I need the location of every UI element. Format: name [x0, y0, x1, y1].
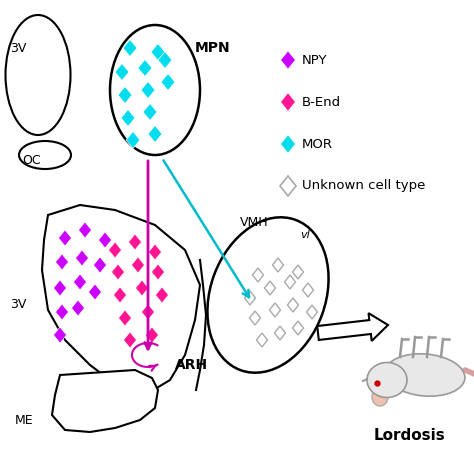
- Polygon shape: [115, 64, 129, 80]
- Polygon shape: [264, 281, 275, 295]
- Polygon shape: [55, 304, 69, 320]
- Text: Lordosis: Lordosis: [374, 428, 446, 442]
- Polygon shape: [54, 327, 66, 343]
- Text: 3V: 3V: [10, 41, 27, 55]
- Polygon shape: [273, 258, 283, 272]
- Polygon shape: [155, 287, 168, 303]
- Polygon shape: [249, 311, 261, 325]
- Polygon shape: [111, 264, 125, 280]
- Polygon shape: [274, 326, 285, 340]
- Polygon shape: [42, 205, 200, 392]
- Polygon shape: [307, 305, 318, 319]
- Polygon shape: [288, 298, 299, 312]
- Text: MPN: MPN: [195, 41, 231, 55]
- Polygon shape: [146, 327, 158, 343]
- Polygon shape: [113, 287, 127, 303]
- Polygon shape: [93, 257, 107, 273]
- Ellipse shape: [110, 25, 200, 155]
- Polygon shape: [75, 250, 89, 266]
- Ellipse shape: [367, 363, 407, 397]
- Text: Unknown cell type: Unknown cell type: [302, 179, 425, 193]
- Polygon shape: [292, 321, 303, 335]
- Polygon shape: [161, 74, 175, 91]
- Polygon shape: [256, 333, 267, 347]
- Polygon shape: [124, 332, 137, 348]
- Polygon shape: [280, 92, 296, 112]
- Ellipse shape: [372, 388, 388, 406]
- Polygon shape: [131, 257, 145, 273]
- Ellipse shape: [19, 141, 71, 169]
- Text: 3V: 3V: [10, 299, 27, 312]
- Polygon shape: [128, 234, 142, 250]
- Polygon shape: [52, 370, 158, 432]
- Polygon shape: [123, 40, 137, 56]
- Polygon shape: [141, 82, 155, 98]
- Polygon shape: [126, 132, 140, 148]
- Polygon shape: [136, 280, 148, 296]
- Polygon shape: [280, 176, 296, 196]
- Ellipse shape: [385, 354, 465, 396]
- Polygon shape: [55, 254, 69, 270]
- Polygon shape: [148, 244, 162, 260]
- Polygon shape: [99, 232, 111, 248]
- Text: ARH: ARH: [175, 358, 208, 372]
- Polygon shape: [118, 310, 131, 326]
- Polygon shape: [253, 268, 264, 282]
- Polygon shape: [89, 284, 101, 300]
- Ellipse shape: [6, 15, 71, 135]
- Polygon shape: [142, 304, 155, 320]
- Polygon shape: [109, 242, 121, 258]
- Polygon shape: [54, 280, 66, 296]
- Text: B-End: B-End: [302, 96, 341, 109]
- Polygon shape: [245, 291, 255, 305]
- Text: VMH: VMH: [240, 216, 269, 229]
- Ellipse shape: [208, 217, 328, 373]
- Polygon shape: [284, 275, 295, 289]
- Polygon shape: [138, 60, 152, 77]
- Polygon shape: [292, 265, 303, 279]
- Polygon shape: [148, 125, 162, 143]
- Polygon shape: [58, 230, 72, 246]
- Polygon shape: [270, 303, 281, 317]
- Polygon shape: [302, 283, 313, 297]
- Text: MOR: MOR: [302, 138, 333, 151]
- Polygon shape: [280, 50, 296, 70]
- Polygon shape: [158, 51, 172, 69]
- Polygon shape: [79, 222, 91, 238]
- FancyArrow shape: [317, 313, 388, 341]
- Polygon shape: [143, 103, 157, 120]
- Text: ME: ME: [15, 414, 34, 427]
- Polygon shape: [152, 264, 164, 280]
- Polygon shape: [121, 110, 135, 126]
- Text: OC: OC: [22, 153, 41, 166]
- Polygon shape: [118, 87, 132, 103]
- Polygon shape: [73, 274, 86, 290]
- Polygon shape: [280, 134, 296, 154]
- Polygon shape: [151, 43, 165, 60]
- Text: NPY: NPY: [302, 54, 328, 66]
- Polygon shape: [72, 300, 84, 316]
- Text: vl: vl: [300, 230, 310, 240]
